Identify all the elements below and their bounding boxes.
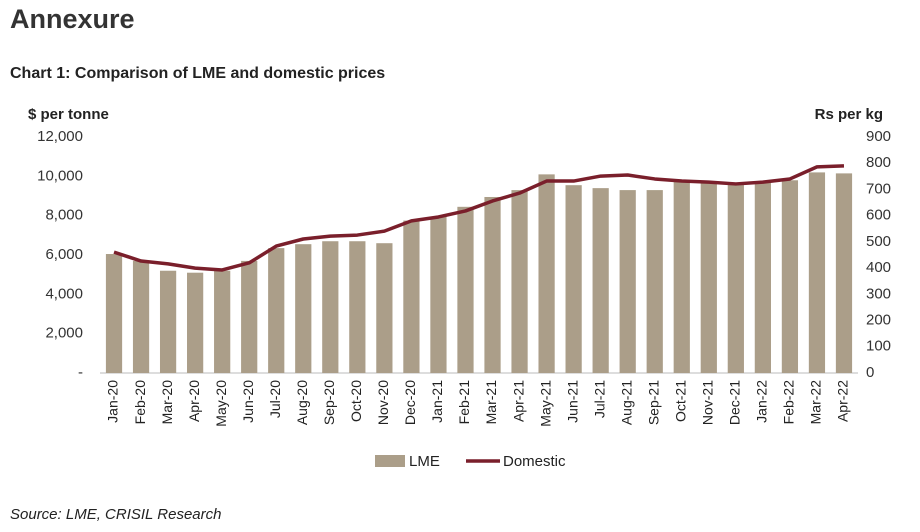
bar — [754, 181, 771, 373]
y-tick-label: 10,000 — [37, 167, 83, 184]
y2-tick-label: 100 — [866, 338, 891, 355]
x-tick-label: Mar-20 — [159, 380, 175, 425]
bar — [484, 196, 501, 373]
legend-swatch — [375, 455, 405, 467]
y-tick-label: 12,000 — [37, 128, 83, 145]
y2-tick-label: 800 — [866, 154, 891, 171]
y2-axis-label: Rs per kg — [815, 106, 883, 123]
bar — [700, 181, 717, 373]
bar — [268, 248, 285, 373]
x-tick-label: Aug-20 — [294, 380, 310, 425]
page-heading: Annexure — [10, 4, 135, 34]
bar — [835, 173, 853, 373]
y-tick-label: 4,000 — [45, 285, 83, 302]
x-tick-label: Feb-21 — [456, 380, 472, 425]
bar — [241, 260, 258, 373]
x-tick-label: Sep-20 — [321, 380, 337, 425]
bar — [132, 260, 150, 373]
x-tick-label: Jul-21 — [591, 380, 607, 418]
y2-tick-label: 700 — [866, 180, 891, 197]
x-tick-label: Jan-21 — [429, 380, 445, 423]
y2-tick-label: 400 — [866, 259, 891, 276]
y2-tick-label: 500 — [866, 233, 891, 250]
bar — [511, 190, 528, 373]
x-tick-label: Mar-22 — [808, 380, 824, 425]
x-tick-label: May-21 — [537, 380, 553, 427]
bar — [349, 241, 366, 373]
bar — [403, 220, 420, 373]
bar — [430, 216, 447, 373]
bar — [214, 270, 231, 373]
bar — [322, 241, 339, 373]
x-tick-label: Apr-20 — [186, 380, 202, 422]
bar — [565, 185, 582, 373]
x-tick-label: Oct-20 — [348, 380, 364, 422]
x-tick-label: Dec-21 — [727, 380, 743, 425]
y-tick-label: - — [78, 364, 83, 381]
source-note: Source: LME, CRISIL Research — [10, 506, 221, 523]
y-tick-label: 2,000 — [45, 325, 83, 342]
bar — [727, 184, 744, 373]
x-tick-label: Nov-21 — [700, 380, 716, 425]
bar — [646, 190, 663, 373]
x-tick-label: May-20 — [213, 380, 229, 427]
bar — [187, 272, 204, 373]
bar — [295, 244, 312, 373]
x-tick-label: Jan-20 — [105, 380, 121, 423]
bar — [673, 181, 690, 373]
x-tick-label: Apr-21 — [510, 380, 526, 422]
y2-tick-label: 0 — [866, 364, 874, 381]
bar — [159, 270, 177, 373]
bar — [457, 206, 474, 373]
x-tick-label: Jan-22 — [754, 380, 770, 423]
bar — [592, 188, 609, 373]
x-tick-label: Dec-20 — [402, 380, 418, 425]
legend-label: LME — [409, 453, 440, 470]
x-tick-label: Nov-20 — [375, 380, 391, 425]
y2-tick-label: 600 — [866, 207, 891, 224]
x-tick-label: Oct-21 — [672, 380, 688, 422]
bar — [376, 243, 393, 373]
y2-tick-label: 200 — [866, 312, 891, 329]
y2-tick-label: 900 — [866, 128, 891, 145]
x-tick-label: Jul-20 — [267, 380, 283, 418]
x-tick-label: Apr-22 — [835, 380, 851, 422]
y2-tick-label: 300 — [866, 285, 891, 302]
y-axis-label: $ per tonne — [28, 106, 109, 123]
bar — [808, 172, 826, 373]
bar — [619, 190, 636, 373]
x-tick-label: Feb-22 — [781, 380, 797, 425]
chart-title: Chart 1: Comparison of LME and domestic … — [10, 65, 385, 82]
bar — [105, 254, 123, 373]
x-tick-label: Jun-20 — [240, 380, 256, 423]
x-tick-label: Aug-21 — [618, 380, 634, 425]
x-tick-label: Sep-21 — [645, 380, 661, 425]
legend-label: Domestic — [503, 453, 566, 470]
bar — [538, 174, 555, 373]
x-tick-label: Feb-20 — [132, 380, 148, 425]
y-tick-label: 8,000 — [45, 207, 83, 224]
x-tick-label: Jun-21 — [564, 380, 580, 423]
y-tick-label: 6,000 — [45, 246, 83, 263]
bar — [781, 180, 799, 373]
line-series — [113, 164, 845, 272]
x-tick-label: Mar-21 — [483, 380, 499, 425]
